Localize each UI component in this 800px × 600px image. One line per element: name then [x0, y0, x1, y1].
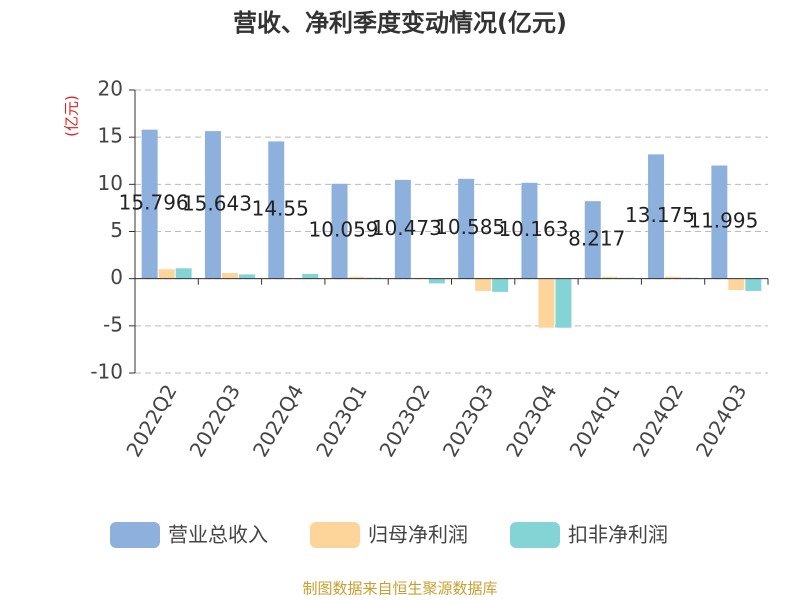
data-label: 10.059	[309, 218, 379, 242]
data-label: 15.643	[182, 191, 252, 215]
bar	[492, 278, 509, 292]
x-tick-label: 2022Q4	[248, 380, 308, 461]
bar	[268, 141, 285, 279]
bar	[428, 278, 445, 284]
data-label: 11.995	[688, 209, 758, 233]
bar	[555, 278, 572, 328]
x-tick-label: 2022Q2	[121, 380, 181, 461]
data-label: 10.163	[498, 217, 568, 241]
data-label: 15.796	[119, 191, 189, 215]
x-tick-label: 2023Q1	[311, 380, 371, 461]
data-label: 10.585	[435, 215, 505, 239]
bar	[175, 268, 192, 279]
bar	[331, 183, 348, 279]
source-note: 制图数据来自恒生聚源数据库	[302, 580, 497, 598]
x-tick-label: 2024Q3	[691, 380, 751, 461]
bar	[204, 131, 221, 279]
bar	[221, 273, 238, 279]
y-tick-label: 0	[110, 265, 123, 289]
legend-label: 营业总收入	[168, 523, 268, 547]
bar	[601, 276, 618, 279]
x-tick-label: 2022Q3	[185, 380, 245, 461]
data-label: 8.217	[568, 226, 625, 250]
bar	[538, 278, 555, 328]
legend-label: 归母净利润	[368, 523, 468, 547]
y-tick-label: -10	[90, 360, 123, 384]
bar	[238, 274, 255, 279]
x-tick-label: 2024Q2	[628, 380, 688, 461]
x-tick-label: 2023Q4	[501, 380, 561, 461]
bar	[665, 276, 682, 279]
bar	[394, 179, 411, 279]
x-tick-label: 2023Q3	[438, 380, 498, 461]
legend-swatch	[510, 522, 560, 548]
x-tick-label: 2023Q2	[374, 380, 434, 461]
y-tick-label: 15	[98, 124, 123, 148]
y-tick-label: -5	[103, 312, 123, 336]
legend-swatch	[110, 522, 160, 548]
data-label: 10.473	[372, 216, 442, 240]
data-label: 13.175	[625, 203, 695, 227]
bar	[711, 165, 728, 279]
bar	[302, 273, 319, 279]
bar	[521, 182, 538, 279]
y-tick-label: 5	[110, 218, 123, 242]
y-axis-label: (亿元)	[63, 95, 81, 137]
y-tick-label: 10	[98, 171, 123, 195]
bar	[158, 269, 175, 279]
bar	[475, 278, 492, 291]
bar	[648, 154, 665, 279]
y-tick-label: 20	[98, 77, 123, 101]
bar	[584, 201, 601, 279]
bar	[745, 278, 762, 291]
chart-title: 营收、净利季度变动情况(亿元)	[233, 9, 567, 37]
bar	[728, 278, 745, 290]
data-label: 14.55	[252, 197, 309, 221]
legend-swatch	[310, 522, 360, 548]
bar	[458, 178, 475, 279]
bar	[348, 276, 365, 279]
x-tick-label: 2024Q1	[564, 380, 624, 461]
bar	[141, 129, 158, 279]
legend-label: 扣非净利润	[568, 523, 668, 547]
